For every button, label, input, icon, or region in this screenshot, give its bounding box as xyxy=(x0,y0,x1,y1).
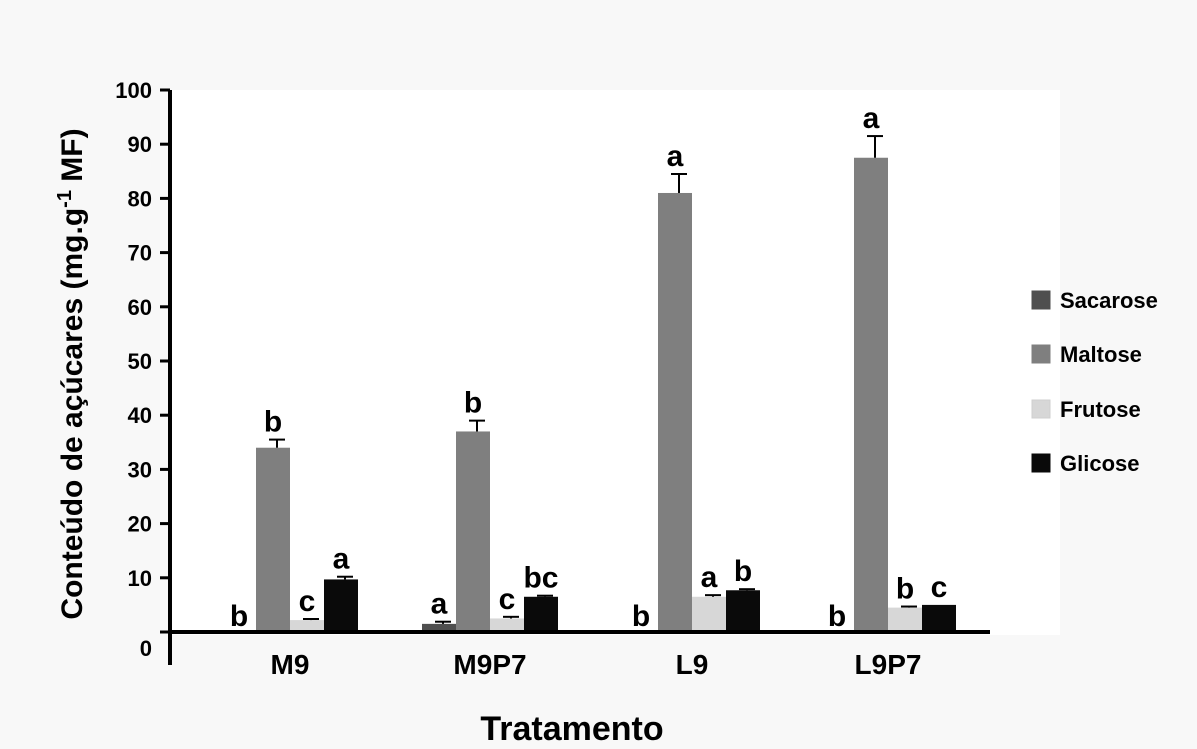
bar xyxy=(524,596,558,632)
significance-label: a xyxy=(863,102,880,135)
legend-label: Maltose xyxy=(1060,342,1142,367)
significance-label: a xyxy=(701,561,718,594)
bar xyxy=(922,604,956,632)
y-tick-label: 30 xyxy=(128,457,152,482)
significance-label: b xyxy=(828,600,846,633)
y-tick-label: 20 xyxy=(128,512,152,537)
y-ticks-layer: 0 10 20 30 40 50 60 70 80 90 100 xyxy=(115,78,170,661)
legend: Sacarose Maltose Frutose Glicose xyxy=(1031,288,1158,476)
bar xyxy=(456,431,490,632)
significance-label: a xyxy=(333,543,350,576)
bar xyxy=(256,447,290,632)
y-tick-label: 90 xyxy=(128,132,152,157)
legend-swatch xyxy=(1031,399,1051,419)
y-axis-label-tail: MF) xyxy=(56,128,89,190)
y-tick-label: 40 xyxy=(128,403,152,428)
bar xyxy=(658,192,692,633)
bar xyxy=(692,596,726,632)
bar xyxy=(490,618,524,632)
y-axis-label-superscript: -1 xyxy=(54,190,76,208)
bars-layer xyxy=(256,157,956,633)
significance-label: b xyxy=(734,555,752,588)
y-tick-label: 80 xyxy=(128,186,152,211)
legend-swatch xyxy=(1031,290,1051,310)
significance-label: b xyxy=(632,600,650,633)
significance-label: b xyxy=(264,406,282,439)
x-category-label: L9 xyxy=(676,649,709,680)
x-category-label: M9P7 xyxy=(453,649,526,680)
legend-swatch xyxy=(1031,453,1051,473)
bar xyxy=(854,157,888,632)
legend-swatch xyxy=(1031,344,1051,364)
legend-label: Glicose xyxy=(1060,451,1139,476)
significance-label: a xyxy=(667,140,684,173)
bar xyxy=(422,623,456,632)
significance-label: a xyxy=(431,588,448,621)
y-axis-label-main: Conteúdo de açúcares (mg.g xyxy=(56,208,89,620)
significance-label: b xyxy=(896,573,914,606)
legend-label: Frutose xyxy=(1060,397,1141,422)
significance-label: c xyxy=(931,571,948,604)
plot-background xyxy=(170,90,1060,635)
legend-item: Glicose xyxy=(1031,451,1139,476)
legend-item: Sacarose xyxy=(1031,288,1158,313)
bar xyxy=(888,607,922,632)
significance-label: b xyxy=(230,600,248,633)
x-axis-label: Tratamento xyxy=(480,710,663,748)
y-tick-label: 10 xyxy=(128,566,152,591)
bar xyxy=(726,590,760,632)
x-category-label: L9P7 xyxy=(855,649,922,680)
significance-label: c xyxy=(299,585,316,618)
legend-item: Frutose xyxy=(1031,397,1141,422)
y-tick-label: 100 xyxy=(115,78,152,103)
x-category-label: M9 xyxy=(271,649,310,680)
bar xyxy=(290,620,324,632)
y-tick-label: 70 xyxy=(128,241,152,266)
error-bars-layer xyxy=(269,135,917,624)
significance-label: c xyxy=(499,583,516,616)
legend-item: Maltose xyxy=(1031,342,1142,367)
x-categories-layer: M9 M9P7 L9 L9P7 xyxy=(271,649,922,680)
y-tick-label: 0 xyxy=(140,636,152,661)
significance-label: b xyxy=(464,387,482,420)
y-tick-label: 50 xyxy=(128,349,152,374)
legend-label: Sacarose xyxy=(1060,288,1158,313)
significance-label: bc xyxy=(523,562,558,595)
y-tick-label: 60 xyxy=(128,295,152,320)
bar xyxy=(324,579,358,632)
y-axis-label: Conteúdo de açúcares (mg.g-1 MF) xyxy=(54,128,89,619)
